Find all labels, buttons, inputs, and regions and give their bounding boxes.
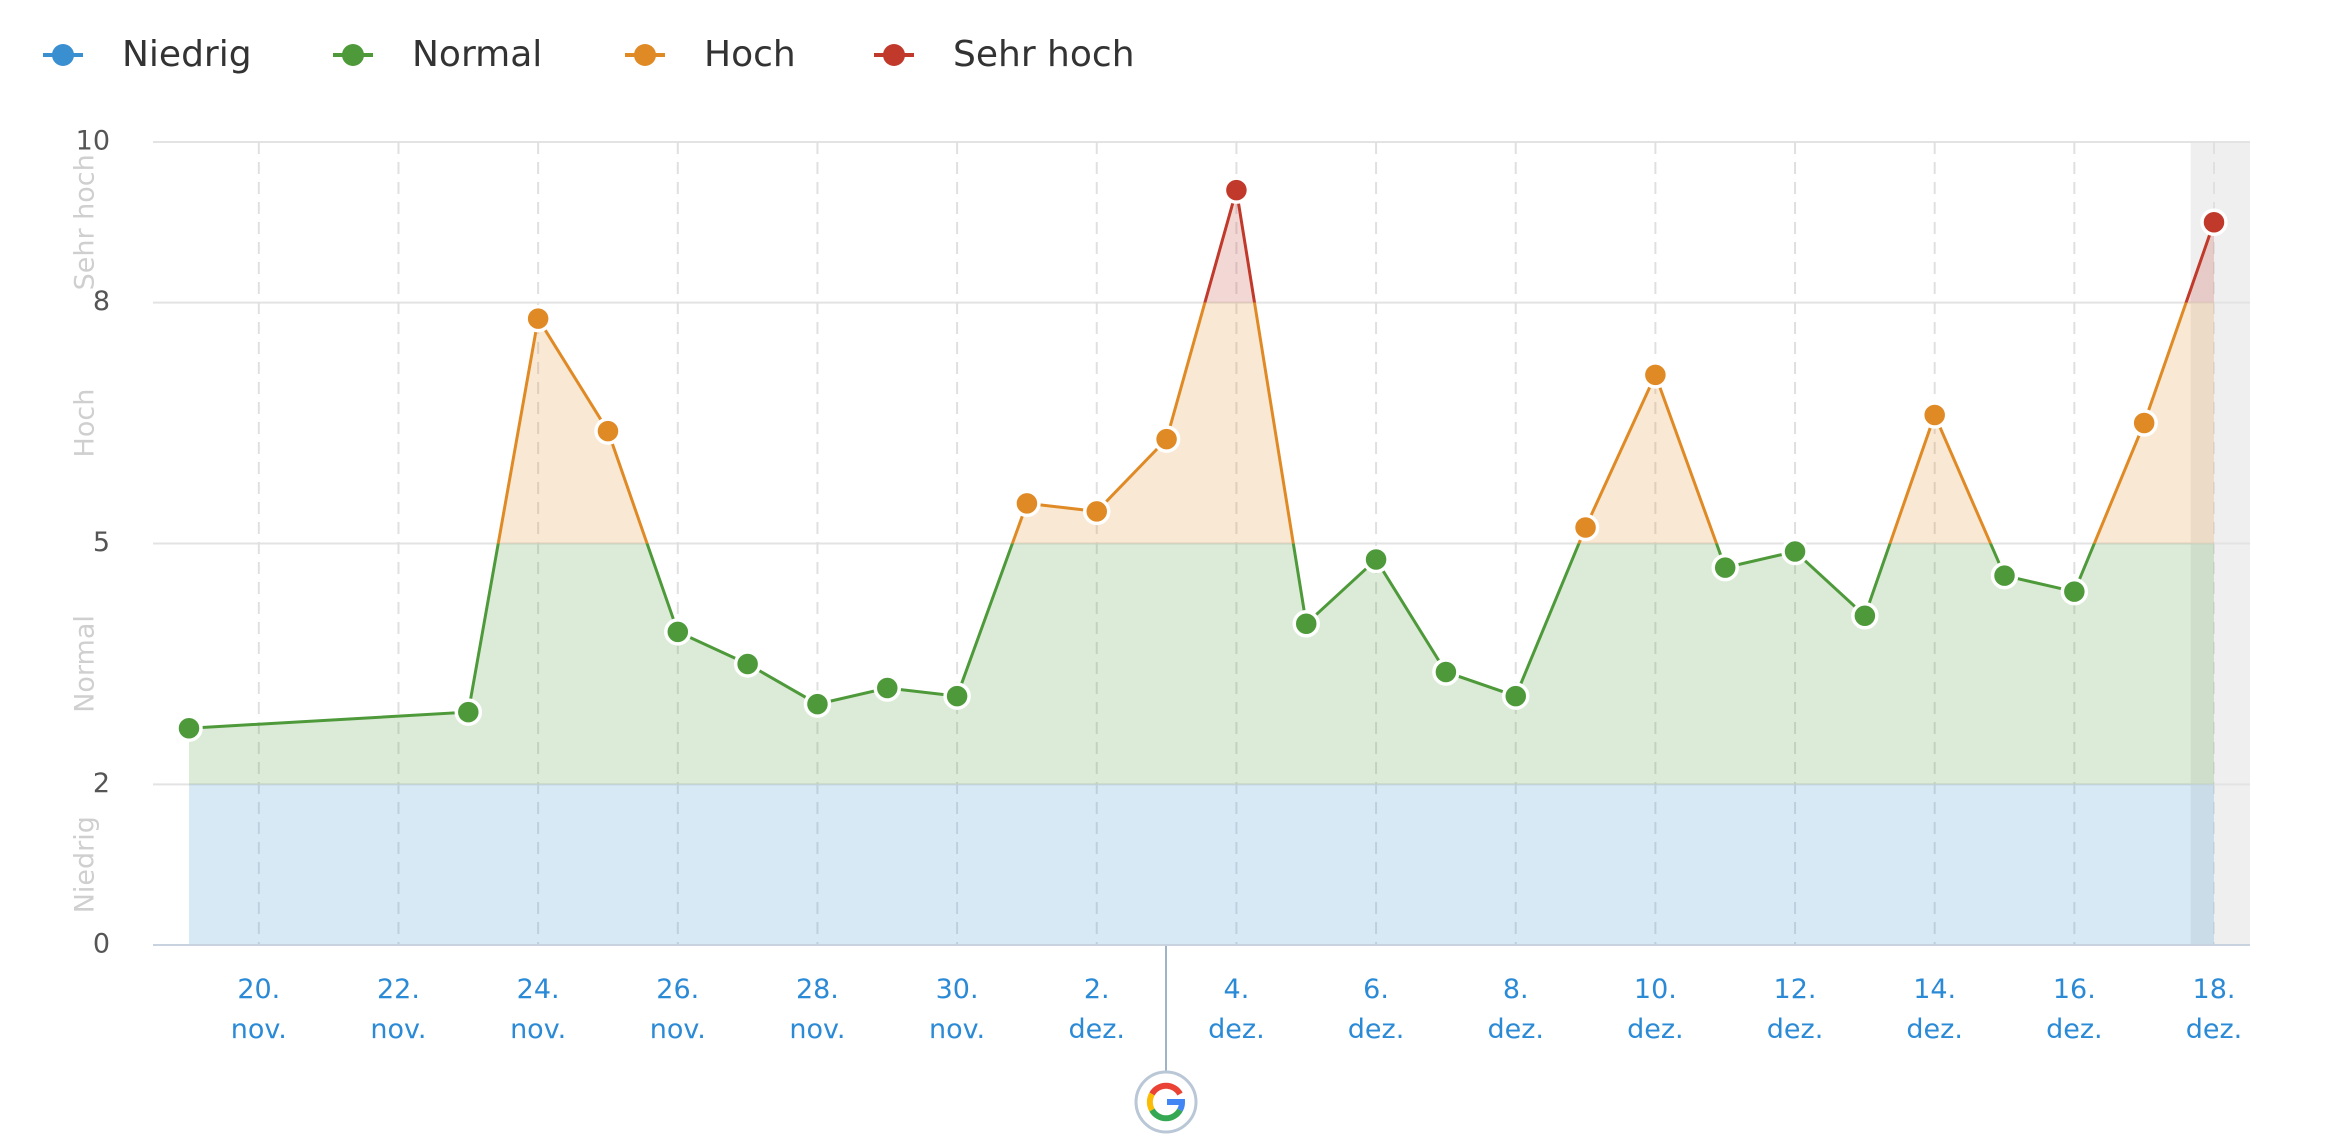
legend-marker — [634, 44, 656, 66]
legend-item[interactable]: Hoch — [625, 34, 796, 75]
legend-label: Normal — [412, 34, 542, 75]
level-label: Sehr hoch — [70, 154, 101, 290]
point — [1152, 425, 1181, 453]
x-tick-label: 26. nov. — [649, 974, 706, 1045]
g-blue — [1167, 1099, 1185, 1112]
x-tick-label: 20. nov. — [230, 974, 287, 1045]
point — [524, 304, 552, 333]
x-tick-label: 24. nov. — [510, 974, 567, 1045]
y-tick-label: 8 — [93, 286, 110, 317]
x-tick-label: 2. dez. — [1068, 974, 1125, 1045]
google-marker — [1134, 945, 1198, 1134]
x-tick-label: 18. dez. — [2185, 974, 2243, 1045]
point — [1362, 545, 1390, 574]
level-label: Normal — [70, 615, 101, 713]
area — [189, 190, 2214, 785]
x-tick-label: 16. dez. — [2046, 974, 2103, 1045]
x-tick-label: 28. nov. — [789, 974, 846, 1045]
legend-item[interactable]: Sehr hoch — [874, 34, 1135, 75]
legend-marker — [52, 44, 74, 66]
point — [1711, 553, 1739, 582]
x-tick-label: 4. dez. — [1208, 974, 1265, 1045]
point — [2200, 208, 2228, 237]
x-tick-label: 8. dez. — [1487, 974, 1544, 1045]
x-tick-label: 6. dez. — [1347, 974, 1405, 1045]
level-band — [189, 784, 2214, 945]
point — [175, 714, 203, 742]
point — [733, 650, 762, 678]
legend-item[interactable]: Niedrig — [43, 34, 252, 75]
point — [1083, 497, 1111, 526]
point — [1501, 682, 1530, 710]
x-tick-label: 12. dez. — [1766, 974, 1824, 1045]
legend-item[interactable]: Normal — [333, 34, 542, 75]
legend-label: Sehr hoch — [953, 34, 1135, 75]
g-red — [1149, 1082, 1183, 1096]
g-yellow — [1146, 1092, 1155, 1112]
legend-marker — [883, 44, 905, 66]
point — [2060, 577, 2089, 606]
point — [1781, 537, 1809, 566]
point — [594, 417, 622, 445]
legend-label: Hoch — [704, 34, 796, 75]
y-tick-label: 0 — [93, 929, 110, 960]
y-tick-label: 2 — [93, 768, 110, 799]
point — [2130, 409, 2158, 437]
point — [664, 618, 692, 646]
point — [454, 698, 483, 726]
point — [1571, 513, 1600, 542]
legend-label: Niedrig — [122, 34, 252, 75]
marker-circle — [1134, 1070, 1198, 1134]
point — [803, 690, 832, 718]
point — [1013, 489, 1041, 518]
point — [1292, 610, 1320, 638]
x-tick-label: 14. dez. — [1906, 974, 1963, 1045]
legend-marker — [342, 44, 364, 66]
point — [1990, 561, 2019, 590]
level-label: Niedrig — [70, 816, 101, 913]
g-green — [1149, 1108, 1183, 1122]
y-tick-label: 10 — [76, 126, 110, 157]
point — [1641, 361, 1670, 389]
level-label: Hoch — [70, 389, 101, 458]
x-tick-label: 30. nov. — [929, 974, 986, 1045]
point — [1851, 602, 1879, 630]
x-tick-label: 10. dez. — [1627, 974, 1684, 1045]
point — [1920, 401, 1949, 429]
point — [1222, 176, 1251, 204]
point — [873, 674, 902, 702]
x-tick-label: 22. nov. — [370, 974, 427, 1045]
point — [943, 682, 971, 710]
point — [1432, 658, 1460, 686]
y-tick-label: 5 — [93, 527, 110, 558]
